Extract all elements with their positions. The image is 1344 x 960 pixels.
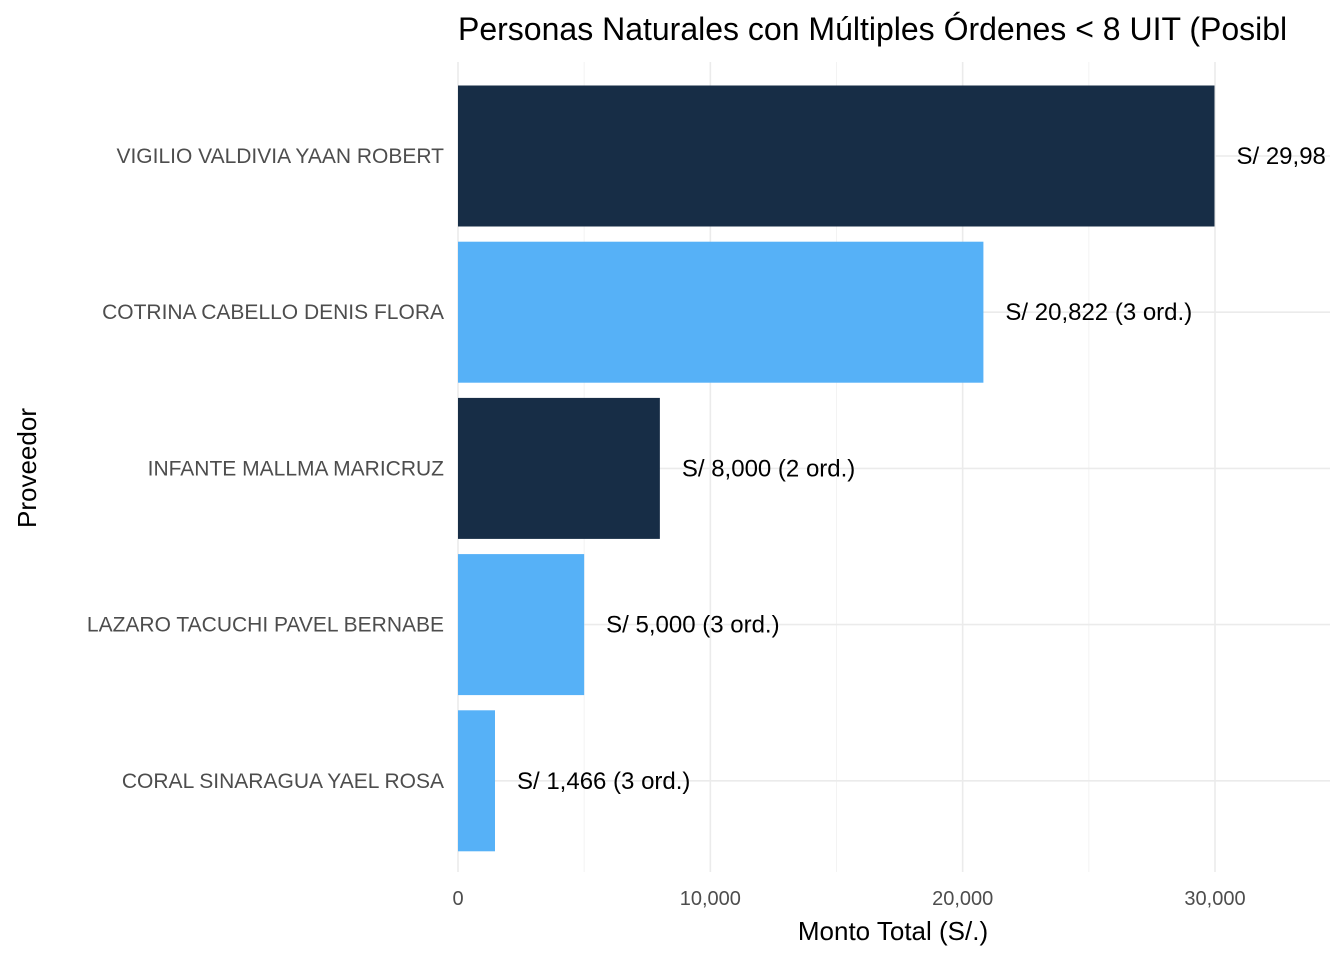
y-axis-title: Proveedor bbox=[12, 408, 42, 528]
bar bbox=[458, 710, 495, 852]
bars bbox=[458, 85, 1215, 852]
bar-value-label: S/ 20,822 (3 ord.) bbox=[1005, 299, 1192, 326]
x-axis-title: Monto Total (S/.) bbox=[798, 916, 988, 946]
category-labels: VIGILIO VALDIVIA YAAN ROBERT COTRINA CABE… bbox=[87, 145, 444, 793]
data-labels: S/ 29,98 S/ 20,822 (3 ord.) S/ 8,000 (2 or… bbox=[517, 143, 1326, 795]
category-label: COTRINA CABELLO DENIS FLORA bbox=[102, 301, 444, 324]
x-tick-label: 20,000 bbox=[932, 888, 993, 910]
category-label: VIGILIO VALDIVIA YAAN ROBERT bbox=[116, 145, 444, 168]
bar-value-label: S/ 5,000 (3 ord.) bbox=[606, 612, 779, 639]
x-tick-label: 0 bbox=[452, 888, 463, 910]
x-tick-label: 10,000 bbox=[680, 888, 741, 910]
category-label: LAZARO TACUCHI PAVEL BERNABE bbox=[87, 614, 444, 637]
x-tick-labels: 0 10,000 20,000 30,000 bbox=[452, 888, 1245, 910]
bar-value-label: S/ 29,98 bbox=[1236, 143, 1325, 170]
bar-value-label: S/ 1,466 (3 ord.) bbox=[517, 768, 690, 795]
chart-title: Personas Naturales con Múltiples Órdenes… bbox=[458, 11, 1287, 47]
bar bbox=[458, 241, 984, 383]
category-label: INFANTE MALLMA MARICRUZ bbox=[148, 457, 445, 480]
category-label: CORAL SINARAGUA YAEL ROSA bbox=[122, 770, 444, 793]
bar bbox=[458, 554, 585, 696]
bar-value-label: S/ 8,000 (2 ord.) bbox=[682, 455, 855, 482]
x-tick-label: 30,000 bbox=[1184, 888, 1245, 910]
bar bbox=[458, 397, 660, 539]
bar bbox=[458, 85, 1215, 227]
